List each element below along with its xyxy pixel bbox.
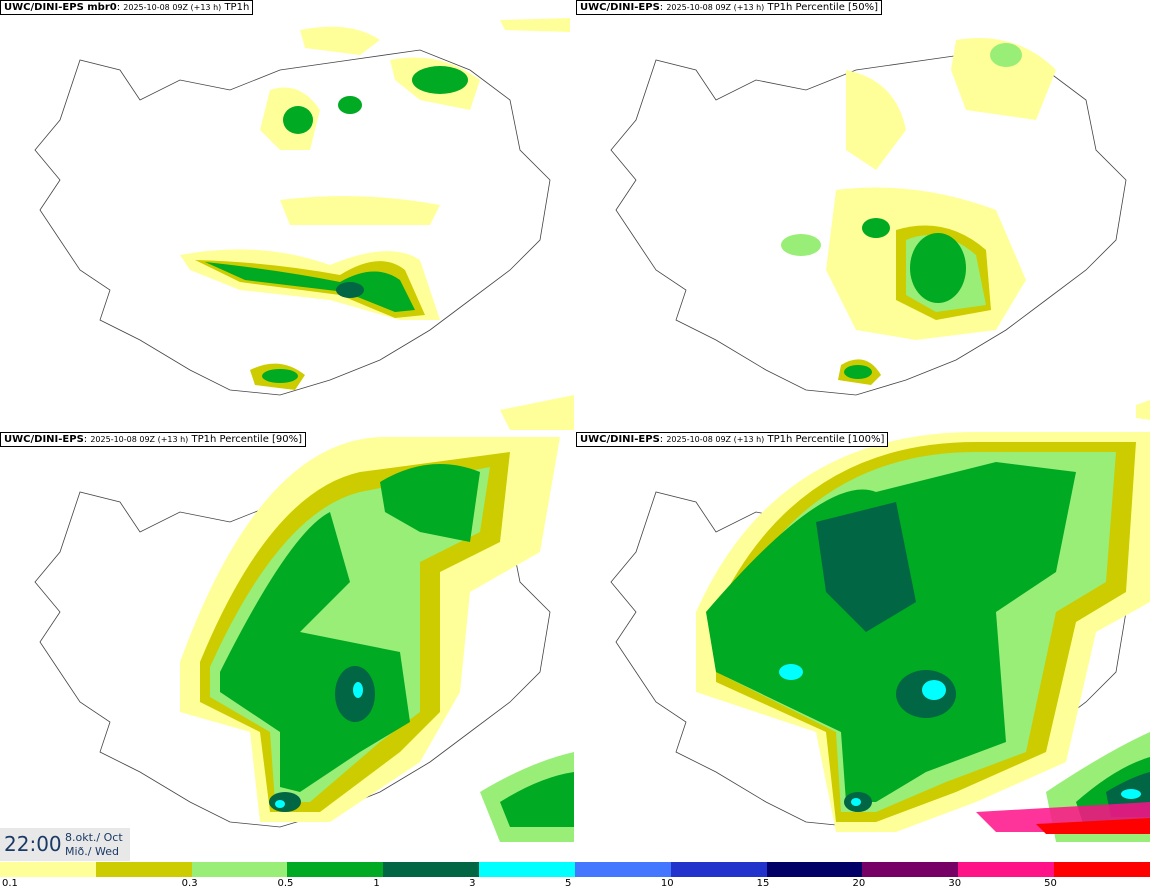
valid-time: 22:00 (4, 832, 62, 856)
legend-tick-label: 5 (565, 878, 572, 889)
valid-date-line1: 8.okt./ Oct (65, 831, 123, 844)
legend-tick-label: 3 (469, 878, 476, 889)
legend-tick-label: 1 (373, 878, 380, 889)
iceland-map (34, 437, 574, 842)
panel-title: UWC/DINI-EPS mbr0: 2025-10-08 09Z (+13 h… (0, 0, 254, 15)
iceland-map (34, 18, 574, 430)
legend-swatch (1054, 862, 1150, 877)
legend-tick-label: 0.1 (2, 878, 18, 889)
map-panel-p90: UWC/DINI-EPS: 2025-10-08 09Z (+13 h) TP1… (0, 432, 574, 862)
legend-swatch (574, 862, 671, 877)
iceland-map (610, 38, 1150, 420)
legend-swatch (766, 862, 863, 877)
legend-swatch (383, 862, 480, 877)
legend-swatch (0, 862, 96, 877)
color-scale-legend (0, 862, 1150, 877)
legend-tick-label: 10 (660, 878, 674, 889)
legend-swatch (95, 862, 192, 877)
valid-date-line2: Mið./ Wed (65, 845, 119, 858)
legend-swatch (862, 862, 959, 877)
legend-swatch (958, 862, 1055, 877)
iceland-map (610, 432, 1150, 842)
legend-tick-label: 0.5 (277, 878, 294, 889)
legend-tick-label: 0.3 (181, 878, 198, 889)
valid-time-box: 22:00 8.okt./ Oct Mið./ Wed (0, 828, 130, 861)
legend-swatch (670, 862, 767, 877)
legend-tick-label: 30 (948, 878, 962, 889)
precip-areas (696, 432, 1150, 842)
precip-areas (781, 38, 1150, 420)
map-panel-p50: UWC/DINI-EPS: 2025-10-08 09Z (+13 h) TP1… (576, 0, 1150, 430)
legend-tick-label: 50 (1044, 878, 1057, 889)
panel-title: UWC/DINI-EPS: 2025-10-08 09Z (+13 h) TP1… (576, 0, 883, 15)
panel-title: UWC/DINI-EPS: 2025-10-08 09Z (+13 h) TP1… (0, 432, 307, 447)
legend-tick-label: 15 (756, 878, 770, 889)
legend-swatch (479, 862, 575, 877)
legend-tick-label: 20 (852, 878, 866, 889)
precip-areas (180, 437, 574, 842)
legend-swatch (287, 862, 384, 877)
panel-title: UWC/DINI-EPS: 2025-10-08 09Z (+13 h) TP1… (576, 432, 889, 447)
map-panel-mbr0: UWC/DINI-EPS mbr0: 2025-10-08 09Z (+13 h… (0, 0, 574, 430)
map-panel-p100: UWC/DINI-EPS: 2025-10-08 09Z (+13 h) TP1… (576, 432, 1150, 862)
precip-areas (180, 18, 574, 430)
legend-swatch (191, 862, 288, 877)
color-scale-ticks: 0.1 0.3 0.5 1 3 5 10 15 20 30 50 (0, 878, 1150, 891)
